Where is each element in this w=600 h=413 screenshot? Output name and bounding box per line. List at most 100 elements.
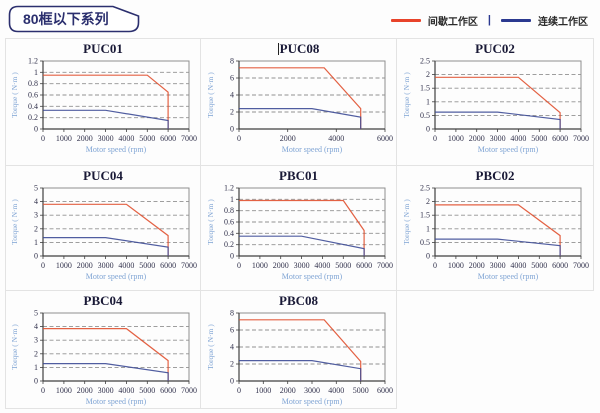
svg-text:0.2: 0.2 [224,240,234,249]
svg-text:2: 2 [34,349,38,358]
svg-text:1: 1 [426,97,430,106]
svg-text:1000: 1000 [56,261,72,270]
svg-text:1.5: 1.5 [420,211,430,220]
chart-canvas-svg: 0 1000 2000 3000 4000 5000 6000 7000 0 0.5 1 1.5 2 2.… [402,184,589,282]
svg-text:Motor speed (rpm): Motor speed (rpm) [86,397,147,406]
svg-text:6000: 6000 [377,134,393,143]
svg-text:3: 3 [34,211,38,220]
svg-text:0.4: 0.4 [224,229,234,238]
svg-text:1: 1 [34,238,38,247]
svg-text:4000: 4000 [328,134,344,143]
svg-text:8: 8 [230,309,234,318]
chart-cell-pbc02: PBC02 0 1000 2000 3000 4000 5000 6000 7000 0 0.5 1… [397,166,594,291]
svg-text:1000: 1000 [251,261,267,270]
svg-text:5000: 5000 [352,386,368,395]
svg-text:2.5: 2.5 [420,184,430,193]
chart-canvas: 0 1000 2000 3000 4000 5000 6000 7000 0 1 2 3 4 5 Torqu… [8,184,198,290]
svg-text:0.8: 0.8 [28,79,38,88]
svg-text:2000: 2000 [469,134,485,143]
svg-text:Torque ( N·m ): Torque ( N·m ) [402,199,411,245]
svg-text:2000: 2000 [469,261,485,270]
svg-text:2000: 2000 [279,134,295,143]
chart-cell-puc02: PUC02 0 1000 2000 3000 4000 5000 6000 7000 0 0.5 1… [397,38,594,166]
svg-text:2: 2 [230,108,234,117]
svg-text:5000: 5000 [335,261,351,270]
svg-text:0: 0 [230,252,234,261]
svg-text:0: 0 [237,134,241,143]
svg-text:4000: 4000 [314,261,330,270]
svg-text:0: 0 [426,252,430,261]
svg-text:4: 4 [230,91,234,100]
svg-text:4: 4 [34,322,38,331]
svg-text:1000: 1000 [56,386,72,395]
chart-canvas-svg: 0 1000 2000 3000 4000 5000 6000 7000 0 0.2 0.4 0.6 0… [10,57,197,155]
svg-text:Motor speed (rpm): Motor speed (rpm) [281,145,342,154]
svg-text:0: 0 [237,261,241,270]
svg-text:Torque ( N·m ): Torque ( N·m ) [402,72,411,118]
svg-text:Torque ( N·m ): Torque ( N·m ) [206,324,215,370]
svg-text:Motor speed (rpm): Motor speed (rpm) [86,145,147,154]
intermittent-line-swatch [390,18,421,22]
continuous-line-swatch [501,18,531,22]
svg-text:0: 0 [230,125,234,134]
svg-text:6000: 6000 [356,261,372,270]
svg-text:4: 4 [230,343,234,352]
chart-title: PBC02 [397,168,593,184]
svg-text:Torque ( N·m ): Torque ( N·m ) [10,72,19,118]
svg-text:Motor speed (rpm): Motor speed (rpm) [478,272,539,281]
svg-text:0: 0 [41,261,45,270]
chart-title-text: PBC02 [475,168,515,183]
svg-text:0.6: 0.6 [224,218,234,227]
chart-title-text: PUC04 [83,168,123,183]
svg-text:0.5: 0.5 [420,238,430,247]
svg-text:3000: 3000 [490,261,506,270]
chart-canvas: 0 1000 2000 3000 4000 5000 6000 7000 0 0.5 1 1.5 2 2.… [400,57,590,165]
svg-text:4000: 4000 [118,261,134,270]
svg-text:4: 4 [34,197,38,206]
svg-text:3: 3 [34,336,38,345]
chart-cell-pbc04: PBC04 0 1000 2000 3000 4000 5000 6000 7000 0 1 2 3 4… [5,291,201,409]
chart-canvas-svg: 0 1000 2000 3000 4000 5000 6000 7000 0 0.5 1 1.5 2 2.… [402,57,589,155]
svg-text:Torque ( N·m ): Torque ( N·m ) [206,199,215,245]
svg-text:1: 1 [426,224,430,233]
chart-title-text: PUC01 [83,41,123,56]
svg-text:0.2: 0.2 [28,113,38,122]
svg-text:7000: 7000 [181,134,197,143]
svg-text:1: 1 [34,68,38,77]
legend: 间歇工作区 | 连续工作区 [390,13,588,28]
svg-text:2000: 2000 [279,386,295,395]
chart-title: PBC08 [201,293,396,309]
svg-text:5: 5 [34,309,38,318]
chart-cell-pbc01: PBC01 0 1000 2000 3000 4000 5000 6000 7000 0 0.2 0… [201,166,397,291]
svg-text:0: 0 [34,125,38,134]
chart-title: PUC04 [6,168,200,184]
svg-text:0: 0 [230,377,234,386]
chart-title-text: PUC08 [279,41,320,56]
svg-text:2: 2 [230,360,234,369]
svg-text:0: 0 [34,252,38,261]
svg-text:6000: 6000 [377,386,393,395]
svg-text:Torque ( N·m ): Torque ( N·m ) [206,72,215,118]
svg-text:2000: 2000 [77,134,93,143]
svg-text:5000: 5000 [139,134,155,143]
svg-text:7000: 7000 [573,261,589,270]
chart-title: PUC02 [397,41,593,57]
chart-canvas: 0 2000 4000 6000 0 2 4 6 8 Torque ( N·m ) Motor sp… [204,57,394,165]
svg-text:1.5: 1.5 [420,84,430,93]
svg-text:0.8: 0.8 [224,206,234,215]
svg-text:1: 1 [230,195,234,204]
svg-text:6000: 6000 [160,134,176,143]
svg-text:Motor speed (rpm): Motor speed (rpm) [281,397,342,406]
chart-canvas-svg: 0 1000 2000 3000 4000 5000 6000 7000 0 0.2 0.4 0.6 0… [206,184,393,282]
svg-text:4000: 4000 [510,261,526,270]
chart-title-text: PUC02 [475,41,515,56]
chart-canvas: 0 1000 2000 3000 4000 5000 6000 7000 0 0.2 0.4 0.6 0… [8,57,198,165]
svg-text:2000: 2000 [272,261,288,270]
svg-text:0: 0 [41,386,45,395]
chart-canvas: 0 1000 2000 3000 4000 5000 6000 7000 0 1 2 3 4 5 Torqu… [8,309,198,408]
svg-text:2: 2 [426,197,430,206]
svg-text:6: 6 [230,326,234,335]
svg-text:3000: 3000 [98,386,114,395]
empty-cell [397,291,594,409]
svg-text:0: 0 [433,261,437,270]
